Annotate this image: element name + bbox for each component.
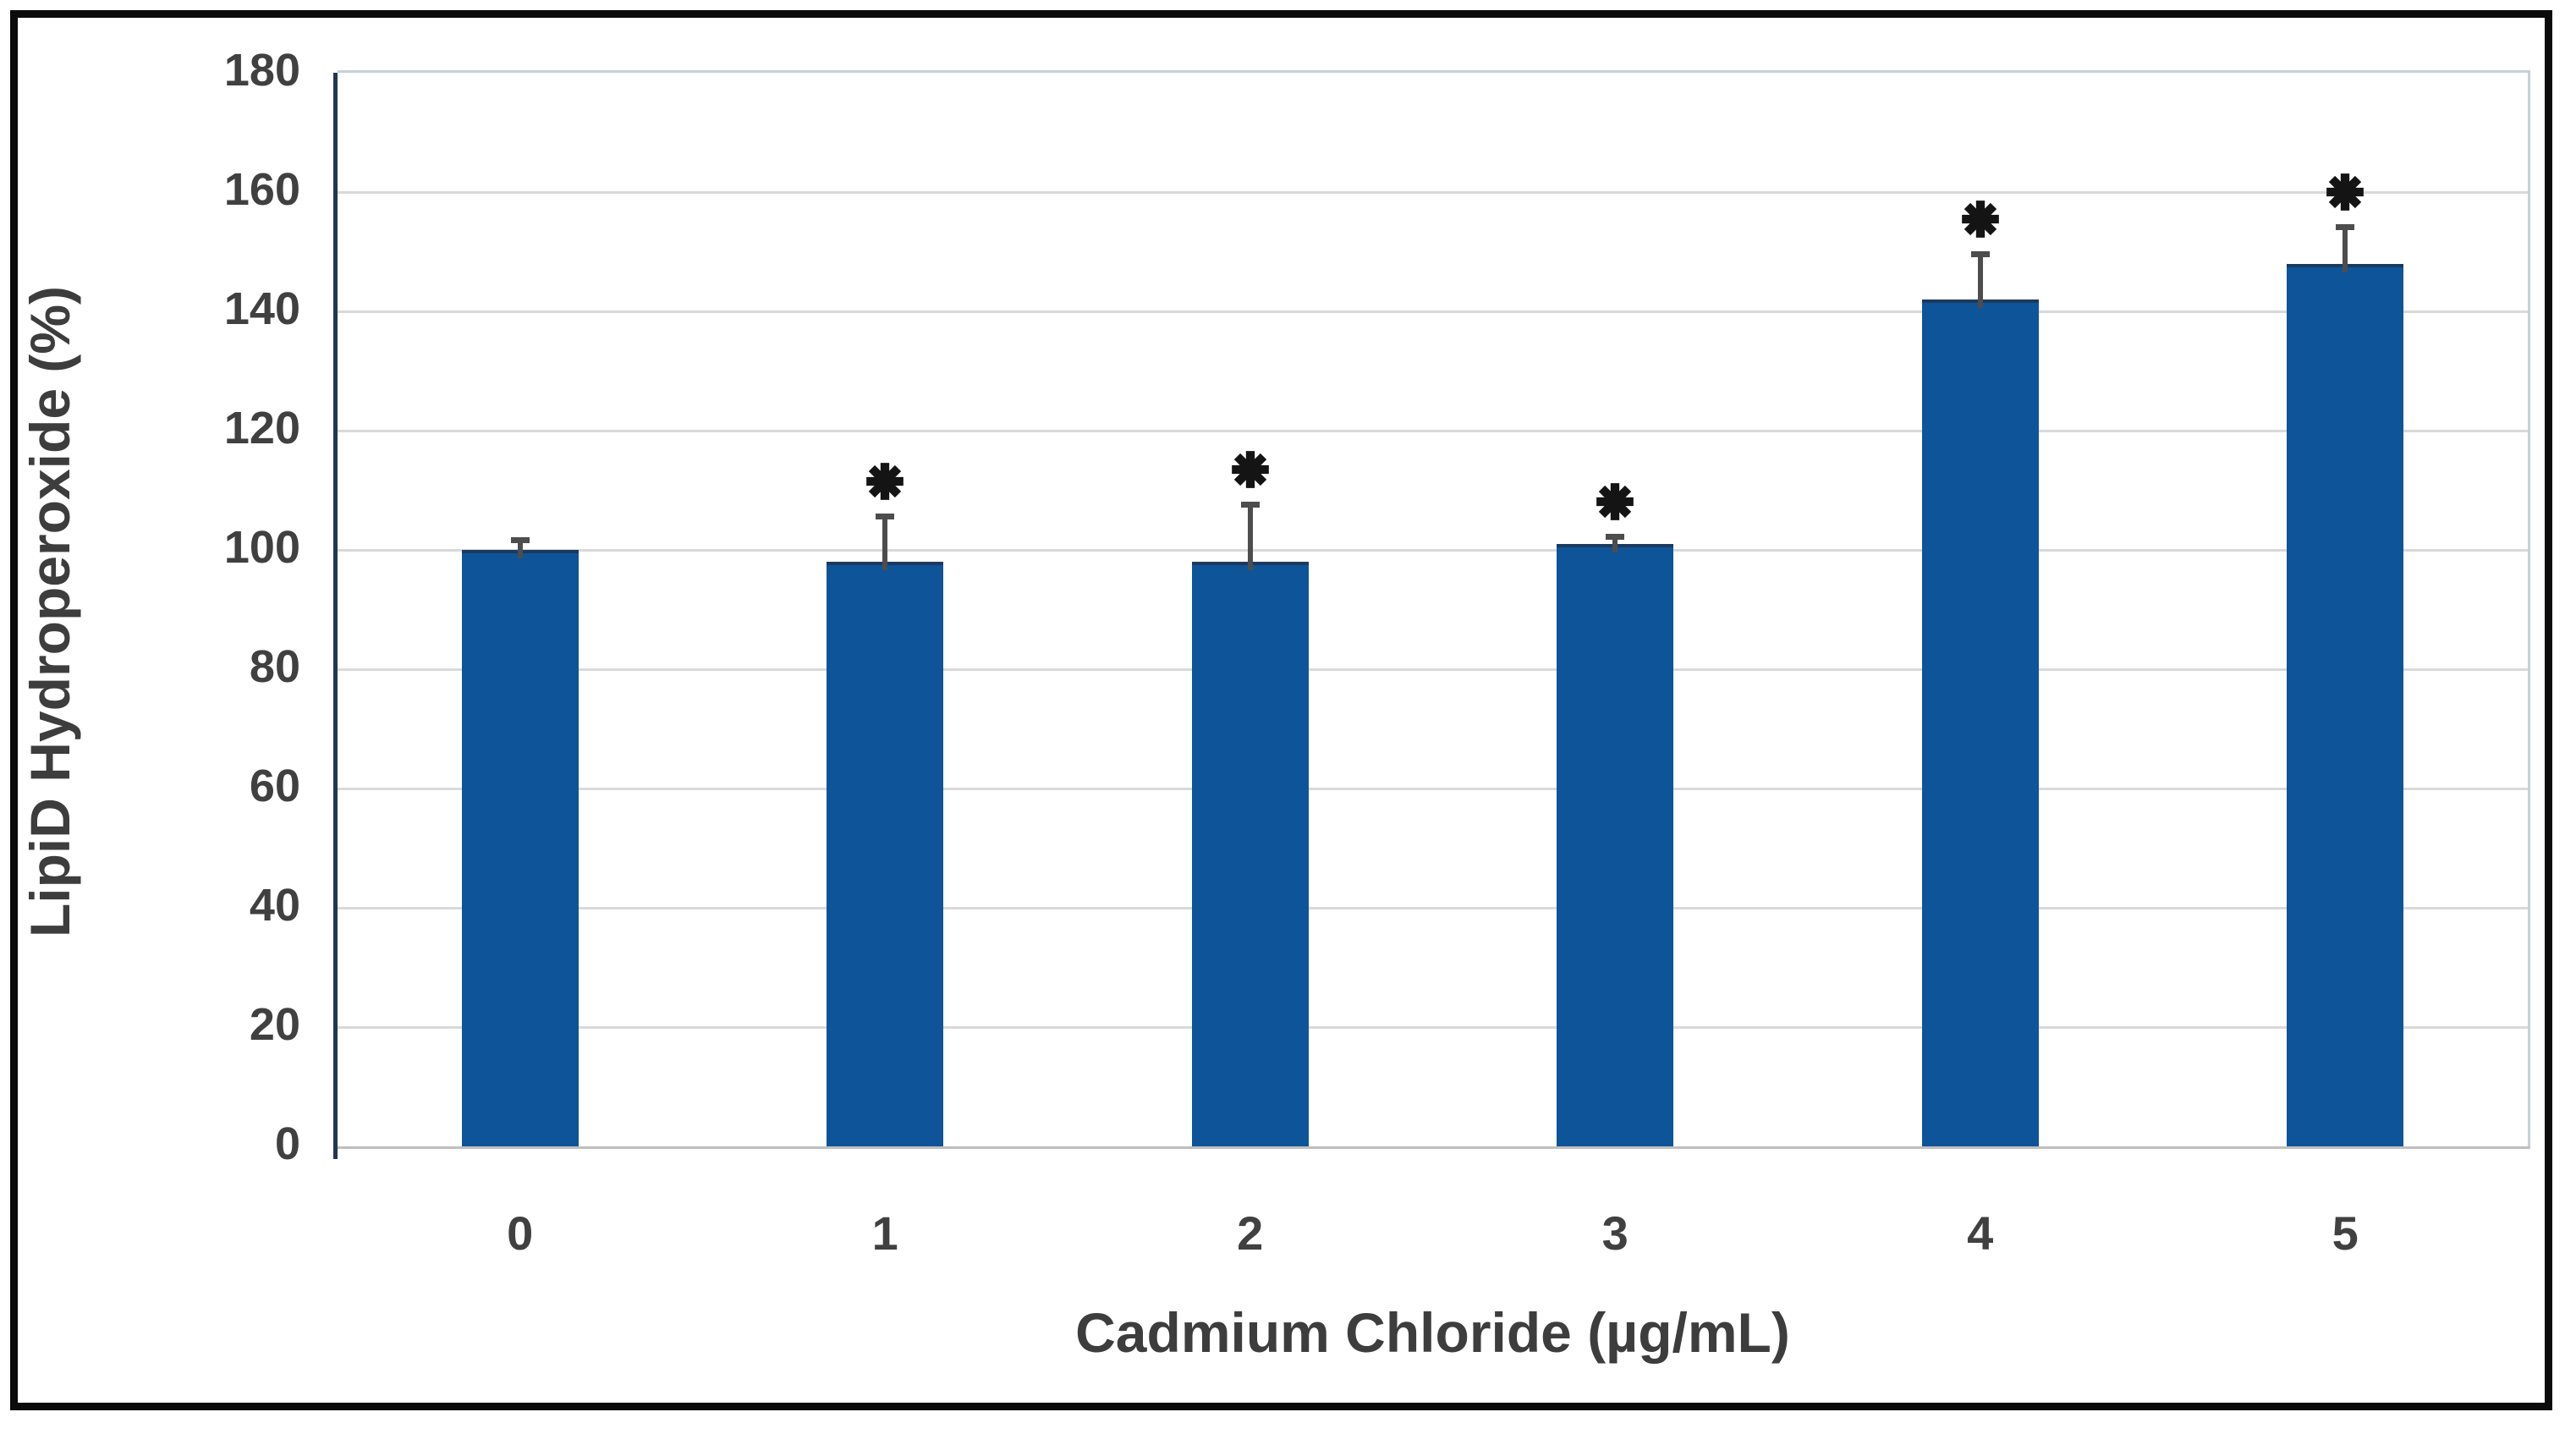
error-bar-whisker bbox=[1247, 502, 1253, 571]
x-tick-label: 2 bbox=[1237, 1206, 1264, 1260]
bar bbox=[461, 550, 579, 1146]
y-tick-label: 180 bbox=[223, 45, 300, 96]
gridline bbox=[338, 429, 2528, 432]
y-tick-label: 160 bbox=[223, 164, 300, 215]
gridline bbox=[338, 190, 2528, 194]
significance-asterisk-icon bbox=[1596, 482, 1634, 521]
x-axis-label: Cadmium Chloride (µg/mL) bbox=[1075, 1301, 1790, 1364]
x-tick-label: 3 bbox=[1601, 1206, 1629, 1260]
gridline bbox=[338, 548, 2528, 552]
error-bar-cap bbox=[2336, 223, 2355, 230]
y-tick-label: 100 bbox=[223, 522, 300, 573]
x-axis-baseline bbox=[338, 1146, 2530, 1149]
error-bar-whisker bbox=[2343, 224, 2348, 272]
bar bbox=[1921, 299, 2039, 1146]
y-axis-label: LipiD Hydroperoxide (%) bbox=[19, 285, 81, 938]
x-tick-label: 1 bbox=[871, 1206, 898, 1260]
gridline bbox=[338, 668, 2528, 671]
figure-border bbox=[10, 10, 2552, 1410]
gridline bbox=[338, 906, 2528, 909]
error-bar-cap bbox=[1606, 534, 1625, 541]
y-tick-label: 60 bbox=[249, 761, 300, 811]
error-bar-cap bbox=[510, 536, 530, 543]
bar bbox=[2287, 263, 2404, 1146]
x-tick-label: 0 bbox=[507, 1206, 534, 1260]
significance-asterisk-icon bbox=[2326, 173, 2365, 212]
y-axis-line bbox=[333, 73, 338, 1159]
error-bar-cap bbox=[1970, 250, 1990, 257]
significance-asterisk-icon bbox=[1231, 450, 1270, 489]
gridline bbox=[338, 310, 2528, 313]
gridline bbox=[338, 1025, 2528, 1029]
x-tick-label: 5 bbox=[2332, 1206, 2359, 1260]
y-tick-label: 140 bbox=[223, 283, 300, 334]
error-bar-whisker bbox=[882, 514, 888, 571]
y-tick-label: 0 bbox=[274, 1118, 300, 1169]
error-bar-whisker bbox=[517, 537, 523, 558]
x-tick-label: 4 bbox=[1967, 1206, 1994, 1260]
bar bbox=[1191, 562, 1309, 1146]
significance-asterisk-icon bbox=[865, 462, 904, 501]
bar bbox=[1557, 543, 1674, 1146]
y-tick-label: 20 bbox=[249, 999, 300, 1050]
y-tick-label: 80 bbox=[249, 641, 300, 692]
gridline bbox=[338, 787, 2528, 790]
chart-plot-area bbox=[333, 70, 2530, 1159]
significance-asterisk-icon bbox=[1961, 200, 2000, 239]
y-tick-label: 40 bbox=[249, 880, 300, 931]
error-bar-whisker bbox=[1612, 535, 1618, 552]
y-tick-label: 120 bbox=[223, 403, 300, 453]
error-bar-cap bbox=[876, 513, 895, 519]
bar bbox=[827, 562, 944, 1146]
error-bar-cap bbox=[1240, 501, 1260, 508]
error-bar-whisker bbox=[1977, 251, 1983, 308]
